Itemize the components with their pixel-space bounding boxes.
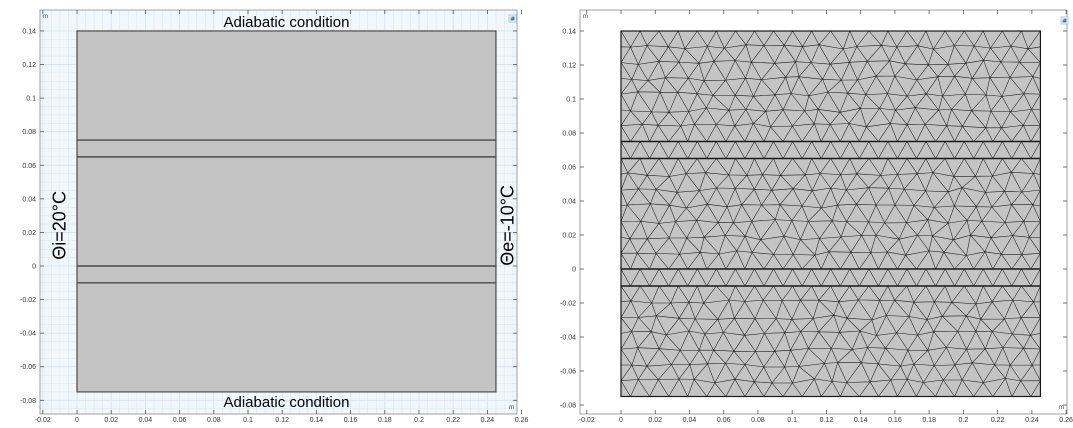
- y-tick-label: 0.04: [22, 196, 36, 203]
- x-tick-label: 0.18: [922, 417, 936, 424]
- x-tick-label: 0.18: [378, 417, 392, 424]
- y-tick-label: 0.02: [562, 233, 576, 240]
- layer-boundaries: [621, 140, 1041, 287]
- x-axis-ticks: -0.02 0 0.02 0.04 0.06 0.08 0.1 0.12 0.14 0.16 0.1…: [579, 10, 1073, 424]
- interior-temperature-label: Θi=20°C: [50, 191, 70, 260]
- x-tick-label: 0.2: [959, 417, 969, 424]
- view-cube-icon[interactable]: [508, 14, 517, 23]
- icon-accent: [1062, 18, 1065, 21]
- y-unit-label: m: [43, 14, 48, 20]
- x-tick-label: 0.14: [854, 417, 868, 424]
- y-tick-label: 0.02: [22, 230, 36, 237]
- plot-frame: [39, 9, 518, 415]
- x-tick-label: 0.2: [414, 417, 424, 424]
- plot-frame: [579, 9, 1068, 415]
- x-tick-label: 0.08: [207, 417, 221, 424]
- y-tick-label: 0.12: [22, 62, 36, 69]
- x-tick-label: 0.22: [446, 417, 460, 424]
- y-tick-label: -0.02: [20, 297, 36, 304]
- x-tick-label: 0.14: [310, 417, 324, 424]
- x-tick-label: 0.12: [820, 417, 834, 424]
- x-tick-label: 0.16: [344, 417, 358, 424]
- y-tick-label: -0.08: [560, 403, 576, 410]
- x-axis-ticks: -0.02 0 0.02 0.04 0.06 0.08 0.1 0.12 0.14 0.16 0.1…: [35, 10, 529, 424]
- x-tick-label: 0.06: [173, 417, 187, 424]
- y-tick-label: 0.1: [566, 97, 576, 104]
- x-tick-label: 0.02: [104, 417, 118, 424]
- icon-accent: [510, 16, 513, 19]
- x-tick-label: 0.26: [1059, 417, 1073, 424]
- y-tick-label: 0: [32, 264, 36, 271]
- y-tick-label: 0.12: [562, 63, 576, 70]
- triangular-mesh: [620, 30, 1041, 397]
- x-tick-label: 0.08: [751, 417, 765, 424]
- y-tick-label: 0.08: [562, 131, 576, 138]
- y-unit-label: m: [583, 14, 588, 20]
- x-tick-label: 0.16: [888, 417, 902, 424]
- x-tick-label: 0.26: [515, 417, 529, 424]
- x-unit-label: m: [1059, 405, 1064, 411]
- x-tick-label: 0: [75, 417, 79, 424]
- x-tick-label: 0.1: [787, 417, 797, 424]
- y-tick-label: -0.02: [560, 301, 576, 308]
- wall-domain: [76, 30, 497, 393]
- y-tick-label: -0.04: [20, 331, 36, 338]
- y-tick-label: 0.08: [22, 129, 36, 136]
- y-tick-label: 0.06: [22, 163, 36, 170]
- x-tick-label: 0: [619, 417, 623, 424]
- x-tick-label: 0.12: [275, 417, 289, 424]
- mesh-panel: -0.02 0 0.02 0.04 0.06 0.08 0.1 0.12 0.14 0.16 0.1…: [560, 9, 1073, 424]
- y-tick-label: -0.06: [560, 369, 576, 376]
- top-boundary-label: Adiabatic condition: [224, 14, 350, 31]
- y-tick-label: -0.04: [560, 335, 576, 342]
- y-tick-label: 0.04: [562, 199, 576, 206]
- x-tick-label: 0.1: [243, 417, 253, 424]
- layer-boundaries: [77, 139, 496, 284]
- x-tick-label: 0.22: [991, 417, 1005, 424]
- x-tick-label: 0.06: [717, 417, 731, 424]
- y-tick-label: 0.1: [26, 96, 36, 103]
- y-tick-label: -0.06: [20, 364, 36, 371]
- x-tick-label: 0.04: [683, 417, 697, 424]
- y-tick-label: 0.14: [562, 29, 576, 36]
- y-tick-label: 0: [572, 267, 576, 274]
- x-tick-label: 0.24: [481, 417, 495, 424]
- x-tick-label: -0.02: [579, 417, 595, 424]
- x-unit-label: m: [509, 405, 514, 411]
- x-tick-label: -0.02: [35, 417, 51, 424]
- x-tick-label: 0.04: [139, 417, 153, 424]
- x-tick-label: 0.02: [648, 417, 662, 424]
- geometry-panel: -0.02 0 0.02 0.04 0.06 0.08 0.1 0.12 0.14 0.16 0.1…: [20, 9, 529, 424]
- y-axis-ticks: 0.14 0.12 0.1 0.08 0.06 0.04 0.02 0 -0.02 -0.04 -0…: [20, 28, 517, 405]
- bottom-boundary-label: Adiabatic condition: [224, 394, 350, 411]
- mesh-edges: [620, 30, 1041, 397]
- x-tick-label: 0.24: [1025, 417, 1039, 424]
- view-cube-icon[interactable]: [1060, 16, 1069, 25]
- exterior-temperature-label: Θe=-10°C: [497, 185, 517, 266]
- y-tick-label: -0.08: [20, 398, 36, 405]
- y-tick-label: 0.14: [22, 28, 36, 35]
- y-axis-ticks: 0.14 0.12 0.1 0.08 0.06 0.04 0.02 0 -0.02 -0.04 -0…: [560, 29, 1067, 410]
- y-tick-label: 0.06: [562, 165, 576, 172]
